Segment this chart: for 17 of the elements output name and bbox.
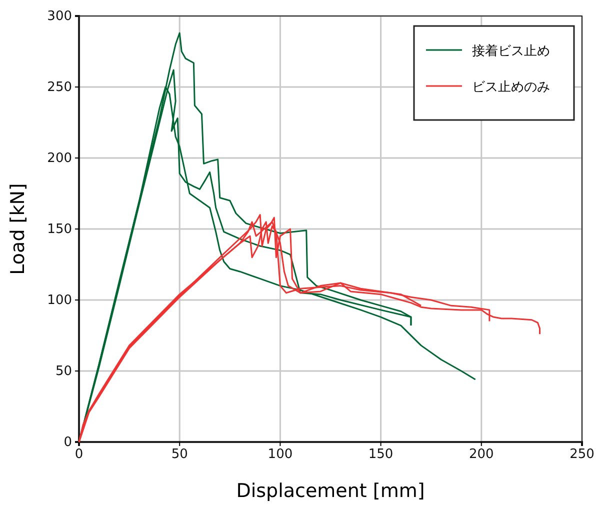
x-tick-label: 50 xyxy=(171,447,188,462)
y-tick-label: 50 xyxy=(55,364,72,380)
y-axis-title: Load [kN] xyxy=(7,183,29,275)
legend-label: ビス止めのみ xyxy=(472,80,550,95)
x-tick-label: 200 xyxy=(468,447,494,462)
y-tick-label: 300 xyxy=(47,9,72,24)
y-tick-label: 150 xyxy=(47,222,72,238)
x-axis-title: Displacement [mm] xyxy=(236,480,425,502)
x-tick-label: 0 xyxy=(74,447,84,462)
y-tick-label: 100 xyxy=(47,293,72,308)
x-tick-label: 150 xyxy=(368,447,394,462)
x-tick-label: 250 xyxy=(570,447,594,462)
x-tick-label: 100 xyxy=(268,447,293,462)
y-tick-label: 250 xyxy=(47,80,72,96)
y-tick-label: 200 xyxy=(47,151,72,166)
legend-label: 接着ビス止め xyxy=(472,43,550,59)
y-tick-label: 0 xyxy=(64,435,72,450)
